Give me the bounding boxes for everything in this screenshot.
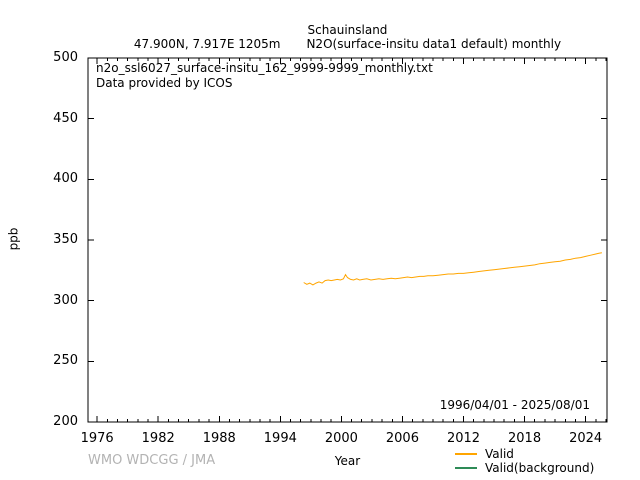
legend-row: Valid(background)	[455, 461, 594, 475]
x-tick-label: 1988	[202, 431, 236, 446]
chart-subtitle: 47.900N, 7.917E 1205m N2O(surface-insitu …	[88, 37, 607, 51]
legend-label: Valid	[485, 447, 514, 461]
y-tick-label: 200	[53, 414, 78, 429]
data-provider: Data provided by ICOS	[96, 76, 233, 90]
y-tick-label: 500	[53, 50, 78, 65]
x-tick-label: 2000	[324, 431, 358, 446]
x-tick-label: 2018	[508, 431, 542, 446]
data-filename: n2o_ssl6027_surface-insitu_162_9999-9999…	[96, 61, 433, 75]
watermark: WMO WDCGG / JMA	[88, 453, 216, 468]
x-tick-label: 2006	[385, 431, 419, 446]
x-tick-label: 1982	[141, 431, 175, 446]
y-tick-label: 350	[53, 232, 78, 247]
legend-row: Valid	[455, 447, 594, 461]
x-tick-label: 2024	[569, 431, 603, 446]
legend-label: Valid(background)	[485, 461, 595, 475]
data-line-valid	[303, 252, 602, 286]
y-axis-label: ppb	[6, 227, 21, 251]
x-tick-label: 2012	[446, 431, 481, 446]
legend-line-sample	[455, 467, 477, 469]
y-tick-label: 300	[53, 292, 78, 308]
y-tick-label: 400	[53, 171, 78, 187]
x-tick-label: 1976	[80, 431, 114, 446]
x-tick-label: 1994	[263, 431, 297, 446]
date-range-annotation: 1996/04/01 - 2025/08/01	[439, 398, 590, 412]
legend: Valid Valid(background)	[455, 447, 594, 475]
plot-frame	[87, 57, 608, 423]
x-axis-label: Year	[334, 454, 361, 468]
y-tick-label: 450	[53, 110, 78, 126]
y-tick-label: 250	[53, 353, 78, 369]
station-title: Schauinsland	[307, 23, 388, 37]
station-location: 47.900N, 7.917E 1205m	[133, 37, 281, 51]
legend-line-sample	[455, 453, 477, 455]
parameter-label: N2O(surface-insitu data1 default) monthl…	[306, 37, 562, 51]
